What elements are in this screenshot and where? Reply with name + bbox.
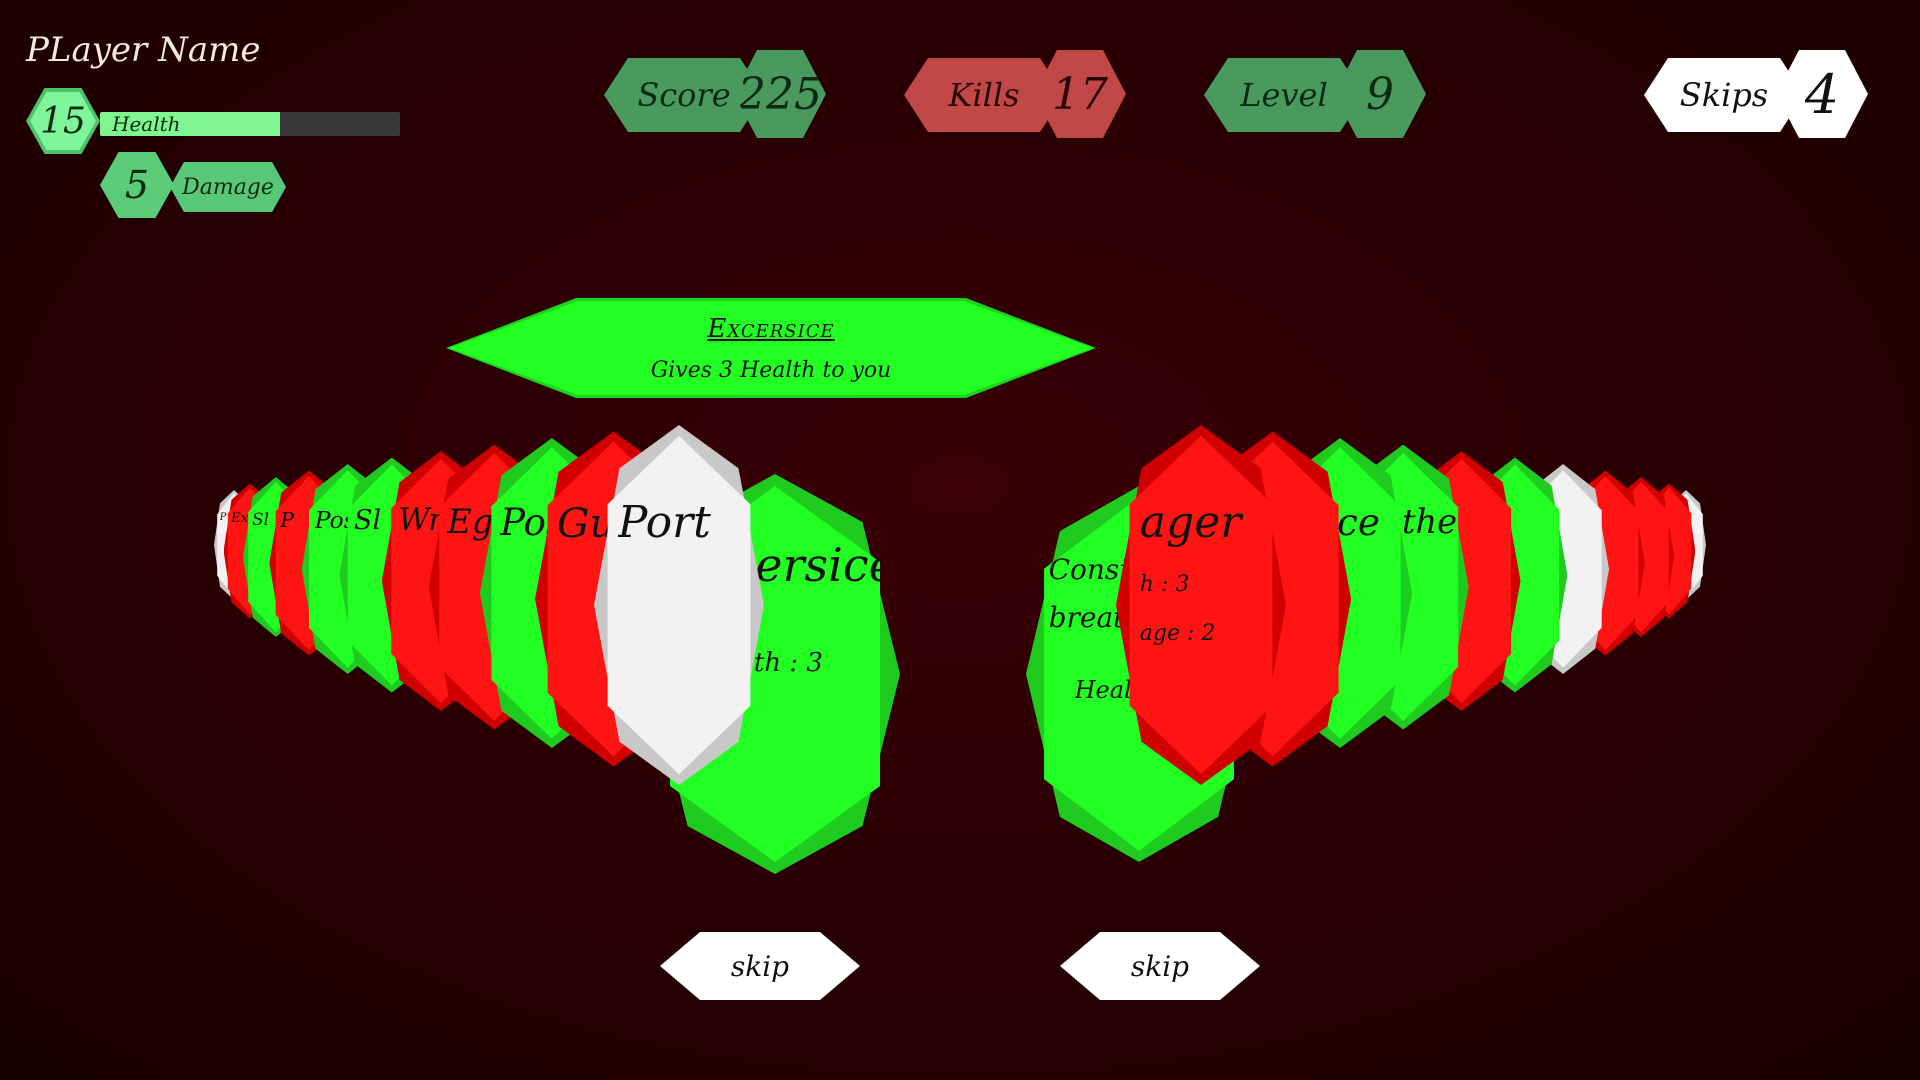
- left-stack-card-name: P: [280, 507, 294, 532]
- player-name: PLayer Name: [26, 30, 261, 70]
- left-stack-card-10: Port: [594, 425, 764, 785]
- damage-label: Damage: [170, 162, 286, 212]
- right-stack-card-0: ager h : 3 age : 2: [1116, 425, 1286, 785]
- score-value: 225: [734, 50, 826, 138]
- right-stack-card-name: ager: [1139, 497, 1242, 548]
- right-stack-card-stat1: h : 3: [1139, 572, 1190, 597]
- level-value: 9: [1334, 50, 1426, 138]
- left-stack-card-name: Eg: [447, 501, 494, 541]
- card-info-banner: Excersice Gives 3 Health to you: [446, 298, 1096, 398]
- health-value: 15: [30, 92, 96, 150]
- right-stack-card-stat2: age : 2: [1139, 621, 1216, 646]
- left-stack-card-name: Wr: [398, 503, 443, 538]
- skips-value: 4: [1776, 50, 1868, 138]
- left-stack-card-name: Ex: [230, 510, 249, 526]
- left-stack-card-name: Sl: [354, 504, 382, 536]
- health-bar: Health: [100, 112, 400, 136]
- health-label: Health: [112, 112, 181, 136]
- left-stack-card-name: P: [219, 512, 227, 523]
- left-stack-card-name: Sl: [252, 509, 270, 529]
- health-value-hex: 15: [26, 88, 100, 154]
- skip-left-button[interactable]: skip: [660, 932, 860, 1000]
- banner-title: Excersice: [707, 313, 835, 344]
- banner-description: Gives 3 Health to you: [650, 357, 892, 383]
- kills-value: 17: [1034, 50, 1126, 138]
- left-stack-card-name: Port: [617, 497, 711, 548]
- health-bar-fill: [100, 112, 280, 136]
- skip-right-button[interactable]: skip: [1060, 932, 1260, 1000]
- damage-value: 5: [100, 152, 174, 218]
